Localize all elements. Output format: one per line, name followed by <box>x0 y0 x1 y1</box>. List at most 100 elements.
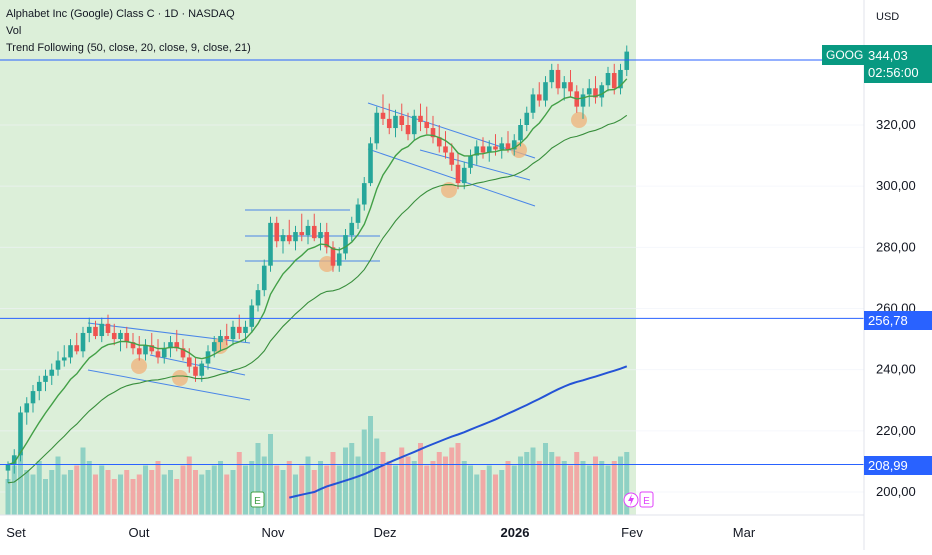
chart-title[interactable]: Alphabet Inc (Google) Class C · 1D · NAS… <box>6 8 235 20</box>
volume-bar <box>68 470 73 515</box>
volume-bar <box>305 456 311 515</box>
volume-bar <box>149 470 155 515</box>
candle-body <box>249 305 255 327</box>
candle-body <box>586 88 592 95</box>
last-price-tag[interactable]: 344,03 02:56:00 <box>864 45 932 83</box>
candle-body <box>624 51 630 70</box>
volume-bar <box>30 474 36 515</box>
volume-bar <box>5 479 11 515</box>
candle-body <box>18 412 23 456</box>
candle-body <box>386 118 392 129</box>
volume-bar <box>486 465 492 515</box>
ema-slow-line <box>7 114 628 484</box>
candle-body <box>611 73 617 89</box>
volume-bar <box>443 456 448 515</box>
candle-body <box>605 73 611 86</box>
time-axis-label: Nov <box>261 525 285 540</box>
volume-bar <box>236 452 242 515</box>
volume-bar <box>299 465 305 515</box>
volume-bar <box>218 461 223 515</box>
time-axis-label: 2026 <box>501 525 530 540</box>
candle-body <box>393 115 398 129</box>
level-tag-mid[interactable]: 256,78 <box>864 311 932 330</box>
candle-body <box>118 332 123 340</box>
time-axis-label: Set <box>6 525 26 540</box>
volume-legend[interactable]: Vol <box>6 25 22 37</box>
price-tick-label: 280,00 <box>876 239 916 254</box>
candle-body <box>524 112 530 125</box>
candle-body <box>230 326 236 340</box>
volume-bar <box>493 474 498 515</box>
earnings-marker-2[interactable]: E <box>639 491 654 508</box>
time-axis-labels[interactable]: Set Out Nov Dez 2026 Fev Mar <box>6 525 756 540</box>
candle-body <box>568 82 573 92</box>
moving-averages <box>7 78 628 499</box>
level-tag-low[interactable]: 208,99 <box>864 456 932 475</box>
candle-body <box>124 332 130 343</box>
split-marker[interactable] <box>623 492 639 508</box>
volume-bar <box>111 479 117 515</box>
candle-body <box>224 336 230 340</box>
candle-body <box>536 94 542 101</box>
candle-body <box>11 455 17 465</box>
time-axis-label: Mar <box>733 525 756 540</box>
candle-body <box>343 235 348 254</box>
volume-bar <box>424 465 430 515</box>
volume-bar <box>161 474 167 515</box>
candle-body <box>530 94 536 113</box>
candle-body <box>74 345 80 352</box>
volume-bar <box>468 465 473 515</box>
candle-body <box>374 112 380 144</box>
candle-body <box>424 121 430 129</box>
candle-body <box>168 342 173 349</box>
price-tick-label: 200,00 <box>876 484 916 499</box>
price-tick-label: 320,00 <box>876 117 916 132</box>
volume-bar <box>61 474 67 515</box>
candle-body <box>99 323 105 337</box>
candle-body <box>449 152 455 165</box>
ema-fast-line <box>7 78 628 466</box>
candle-body <box>499 143 505 150</box>
volume-bar <box>499 470 505 515</box>
volume-bar <box>280 470 286 515</box>
volume-bar <box>261 456 267 515</box>
candle-body <box>49 369 55 376</box>
volume-bar <box>586 465 592 515</box>
candle-body <box>111 332 117 340</box>
volume-bar <box>130 479 136 515</box>
candle-body <box>593 88 598 98</box>
candle-body <box>468 155 473 168</box>
candle-body <box>380 112 386 119</box>
symbol-tag[interactable]: GOOG <box>822 45 864 65</box>
candles <box>5 45 630 483</box>
volume-bar <box>368 416 373 515</box>
price-axis-ticks[interactable]: 200,00220,00240,00260,00280,00300,00320,… <box>876 117 916 499</box>
indicator-legend[interactable]: Trend Following (50, close, 20, close, 9… <box>6 42 251 54</box>
chart-legend: Alphabet Inc (Google) Class C · 1D · NAS… <box>6 6 251 57</box>
earnings-marker-1-label: E <box>254 496 261 507</box>
earnings-marker-1[interactable]: E <box>250 491 265 508</box>
candle-body <box>311 225 317 239</box>
channel-line <box>87 369 251 401</box>
volume-bar <box>380 452 386 515</box>
volume-bar <box>143 465 148 515</box>
candle-body <box>193 366 198 376</box>
sma-long-line <box>289 365 628 499</box>
volume-bar <box>293 474 298 515</box>
volume-bar <box>386 461 392 515</box>
volume-bar <box>124 470 130 515</box>
candle-body <box>461 167 467 184</box>
volume-bar <box>118 474 123 515</box>
candle-body <box>549 69 555 83</box>
candle-body <box>474 146 480 156</box>
volume-bar <box>593 456 598 515</box>
candle-body <box>368 143 373 184</box>
candle-body <box>318 232 323 239</box>
candle-body <box>155 351 161 358</box>
highlight-circle <box>441 182 457 198</box>
candle-body <box>430 128 436 138</box>
candle-body <box>43 375 48 382</box>
volume-bar <box>518 456 523 515</box>
